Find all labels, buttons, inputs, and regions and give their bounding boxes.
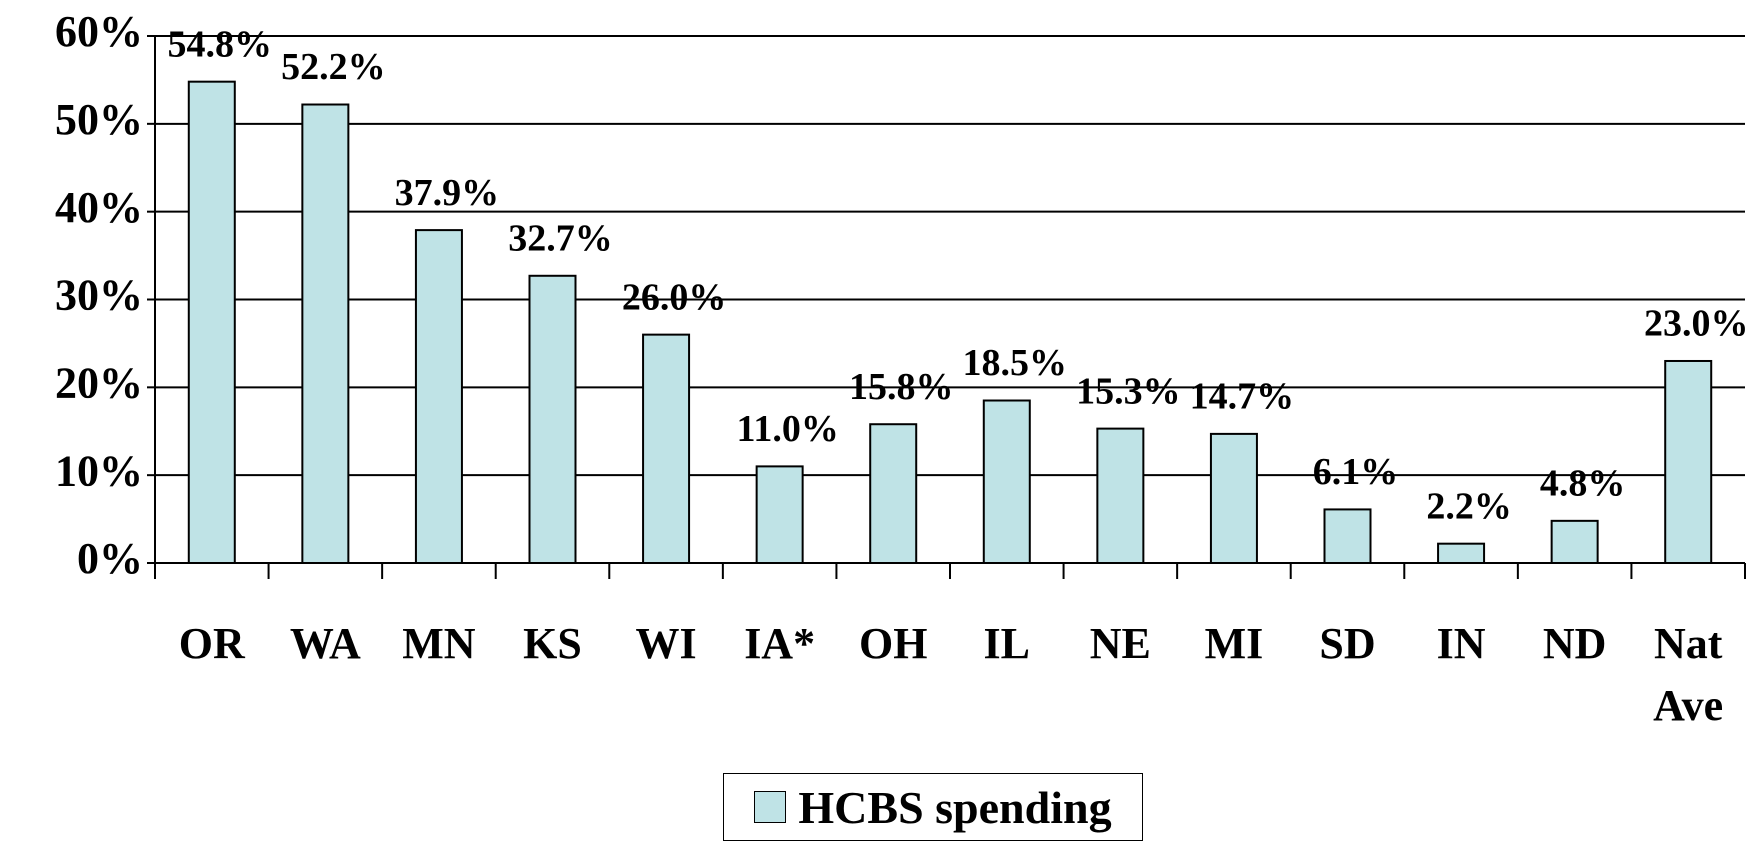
value-label: 23.0% xyxy=(1644,303,1749,345)
x-tick-label: NE xyxy=(1089,619,1151,668)
y-tick-label: 30% xyxy=(55,271,143,320)
x-tick-label: SD xyxy=(1319,619,1376,668)
bar xyxy=(414,229,463,564)
bar xyxy=(642,333,691,564)
bar xyxy=(1664,359,1713,564)
value-label: 18.5% xyxy=(963,342,1068,384)
value-label: 37.9% xyxy=(395,172,500,214)
value-label: 2.2% xyxy=(1426,485,1512,527)
bar xyxy=(1437,542,1486,565)
x-tick-label: MN xyxy=(402,619,476,668)
value-label: 4.8% xyxy=(1540,463,1626,505)
x-tick-label: IN xyxy=(1436,619,1486,668)
x-tick-label: MI xyxy=(1204,619,1264,668)
value-label: 52.2% xyxy=(281,46,386,88)
value-label: 11.0% xyxy=(736,408,838,450)
bar xyxy=(301,103,350,564)
legend-label: HCBS spending xyxy=(798,781,1112,833)
y-tick-label: 40% xyxy=(55,183,143,232)
y-tick-label: 0% xyxy=(77,534,143,583)
x-tick-label: WI xyxy=(635,619,697,668)
y-tick-label: 10% xyxy=(55,446,143,495)
legend: HCBS spending xyxy=(723,773,1143,841)
bar xyxy=(982,399,1031,564)
bar xyxy=(1323,508,1372,564)
x-tick-label: ND xyxy=(1542,619,1607,668)
x-tick-label: OH xyxy=(858,619,928,668)
x-tick-label: OR xyxy=(178,619,245,668)
bar xyxy=(528,274,577,564)
value-label: 14.7% xyxy=(1190,376,1295,418)
y-tick-label: 50% xyxy=(55,95,143,144)
y-tick-label: 20% xyxy=(55,358,143,407)
bar xyxy=(755,465,804,564)
bar xyxy=(187,80,236,564)
value-label: 26.0% xyxy=(622,276,727,318)
x-tick-label: WA xyxy=(289,619,361,668)
value-label: 15.8% xyxy=(849,366,954,408)
bar xyxy=(869,423,918,564)
x-tick-label: KS xyxy=(523,619,582,668)
value-label: 54.8% xyxy=(168,23,273,65)
y-tick-label: 60% xyxy=(55,7,143,56)
x-tick-label: Nat Ave xyxy=(1653,619,1724,730)
x-tick-label: IA* xyxy=(744,619,816,668)
legend-swatch xyxy=(754,791,787,823)
bar xyxy=(1096,427,1145,564)
value-label: 15.3% xyxy=(1076,370,1181,412)
x-tick-label: IL xyxy=(983,619,1031,668)
value-label: 32.7% xyxy=(508,218,613,260)
bar xyxy=(1209,432,1258,565)
value-label: 6.1% xyxy=(1313,451,1399,493)
bar xyxy=(1550,519,1599,565)
